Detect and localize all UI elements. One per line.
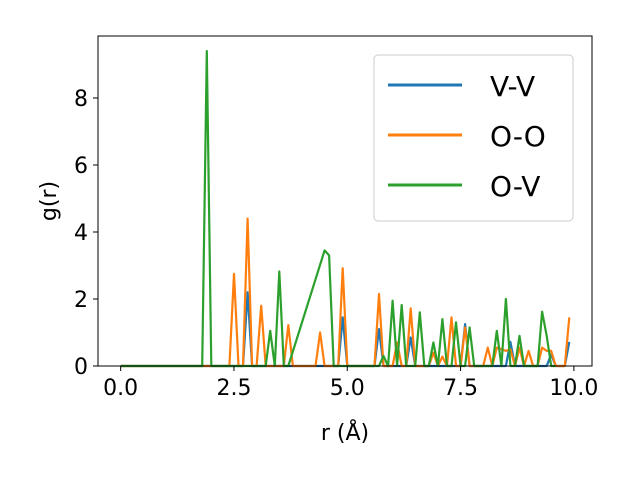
plot-area: 0.0 2.5 5.0 7.5 10.0 0 2 4 6 8 xyxy=(74,35,598,401)
legend: V-V O-O O-V xyxy=(373,54,574,222)
x-tick-label: 0.0 xyxy=(103,376,138,401)
axes-frame xyxy=(97,35,593,367)
legend-label: O-O xyxy=(490,120,546,153)
x-tick-label: 2.5 xyxy=(216,376,251,401)
x-axis-label: r (Å) xyxy=(321,419,369,446)
legend-box xyxy=(373,54,574,222)
x-tick-label: 7.5 xyxy=(443,376,478,401)
ticks-layer: 0.0 2.5 5.0 7.5 10.0 0 2 4 6 8 xyxy=(74,87,598,401)
y-tick-label: 0 xyxy=(74,355,88,380)
y-axis-label: g(r) xyxy=(37,181,62,221)
x-tick-label: 10.0 xyxy=(549,376,598,401)
legend-label: V-V xyxy=(490,70,535,103)
y-tick-label: 2 xyxy=(74,288,88,313)
x-tick-label: 5.0 xyxy=(330,376,365,401)
y-tick-label: 8 xyxy=(74,87,88,112)
y-tick-label: 6 xyxy=(74,154,88,179)
legend-label: O-V xyxy=(490,170,540,203)
y-tick-label: 4 xyxy=(74,221,88,246)
